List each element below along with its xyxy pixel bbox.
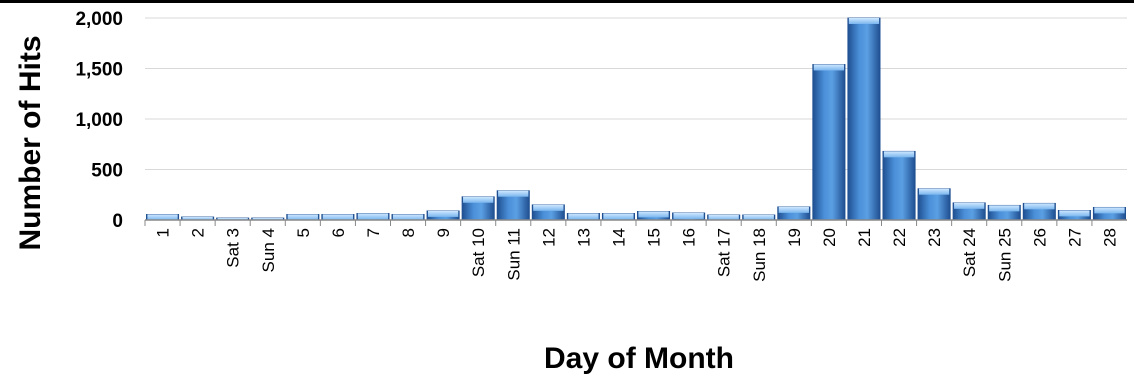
x-tick-label: 23 [925,228,944,247]
bar-cap [1024,203,1055,210]
gridlines [145,17,1127,170]
x-tick-label: 20 [820,228,839,247]
bar-cap [603,213,634,220]
bar [1092,206,1126,221]
bar-cap [392,214,424,220]
bar-cap [182,216,213,220]
bar [882,150,916,221]
bar-cap [848,18,880,24]
bar-body [882,150,916,221]
bar-cap [708,214,739,220]
x-tick-label: 21 [855,228,874,247]
bar [426,210,460,221]
x-tick-label: Sat 24 [960,228,979,277]
x-tick-label: 19 [785,228,804,247]
x-tick-label: 14 [609,228,628,247]
x-tick-label: 28 [1100,228,1119,247]
y-tick-label: 1,000 [75,110,123,131]
bar [496,190,530,221]
x-tick-label: 26 [1030,228,1049,247]
bar-cap [743,214,774,220]
bar [917,188,951,221]
x-tick-label: Sat 10 [469,228,488,277]
bars [146,17,1126,221]
x-tick-label: Sat 3 [224,228,243,268]
x-tick-label: Sun 11 [504,228,523,281]
x-tick-label: 15 [645,228,664,247]
bar-cap [1059,210,1090,217]
bar-cap [918,188,950,195]
bar-cap [427,210,459,217]
y-tick-label: 1,500 [75,60,123,81]
x-tick-label: 1 [154,228,173,237]
bar [742,214,776,221]
bar-cap [463,196,494,203]
bar-cap [287,214,318,220]
x-tick-label: 27 [1065,228,1084,247]
x-tick-label: 5 [294,228,313,237]
x-tick-label: 7 [364,228,383,237]
bar [461,196,495,221]
x-tick-label: Sun 4 [259,228,278,272]
y-tick-label: 500 [91,161,123,182]
x-tick-label: Sun 25 [995,228,1014,282]
x-tick-labels: 1 2 Sat 3 Sun 4 5 6 7 8 9 Sat 10 Sun 11 12 13 14 15 16 S… [144,220,1119,282]
bar [286,214,320,221]
top-border [0,0,1134,3]
bar [847,17,881,221]
bar [531,204,565,221]
bar-cap [778,206,809,213]
x-tick-label: 2 [189,228,208,237]
bar-cap [638,211,669,218]
x-tick-label: 6 [329,228,348,237]
x-tick-label: Sun 18 [750,228,769,282]
bar [146,214,180,221]
bar-cap [813,64,845,71]
bar-cap [252,218,283,220]
bar-cap [954,202,985,209]
bar [601,213,635,221]
x-tick-label: Sat 17 [715,228,734,277]
bar-cap [568,213,599,220]
bar-cap [322,214,354,220]
bar-cap [1094,207,1125,214]
bar-cap [673,212,704,219]
x-tick-label: 8 [399,228,418,237]
x-tick-label: 16 [680,228,699,247]
bar [391,214,425,221]
x-tick-label: 22 [890,228,909,247]
bar [987,204,1021,221]
x-axis-title: Day of Month [544,342,734,375]
bar-cap [357,213,389,220]
bar-body [847,17,881,221]
bar-body [812,64,846,221]
x-tick-label: 13 [574,228,593,247]
bar-cap [533,204,564,211]
bar [672,212,706,221]
bar [952,202,986,221]
bar [1057,210,1091,221]
x-tick-label: 12 [539,228,558,247]
bar [1022,202,1056,221]
bar-cap [883,151,915,158]
bar-cap [498,190,529,197]
x-tick-label: 9 [434,228,453,237]
y-tick-label: 0 [112,211,123,232]
bar-cap [147,214,178,220]
bar [812,64,846,221]
y-tick-labels: 0 500 1,000 1,500 2,000 [75,9,123,232]
bar [356,213,390,221]
bar [637,211,671,221]
y-axis-title: Number of Hits [14,35,47,250]
bar-cap [989,205,1020,212]
bar [777,206,811,221]
bar [321,214,355,221]
bar [707,214,741,221]
bar-cap [217,218,248,220]
bar [566,213,600,221]
y-tick-label: 2,000 [75,9,123,30]
